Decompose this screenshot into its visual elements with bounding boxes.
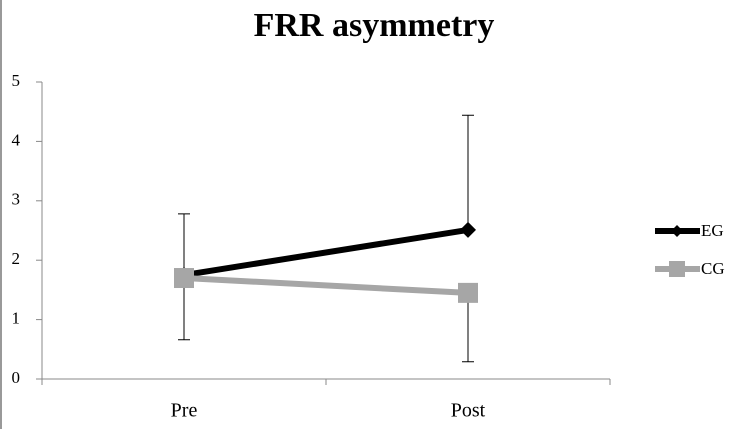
legend-label: EG	[701, 221, 724, 240]
error-bar	[462, 114, 474, 230]
marker	[671, 225, 683, 237]
marker	[460, 221, 476, 238]
y-tick-label: 0	[12, 368, 21, 387]
y-tick-label: 1	[12, 309, 21, 328]
y-tick-label: 2	[12, 249, 21, 268]
error-bar	[178, 213, 190, 276]
marker	[669, 261, 685, 277]
legend-label: CG	[701, 259, 725, 278]
y-tick-label: 4	[12, 130, 21, 149]
marker	[458, 282, 478, 303]
error-bar	[178, 278, 190, 341]
y-tick-label: 5	[12, 71, 21, 90]
error-bar	[462, 292, 474, 363]
x-tick-label: Pre	[171, 400, 198, 422]
marker	[174, 268, 194, 289]
y-tick-label: 3	[12, 190, 21, 209]
x-tick-label: Post	[451, 400, 486, 422]
chart-title: FRR asymmetry	[254, 7, 495, 44]
series-line	[183, 226, 469, 279]
series-line	[183, 275, 469, 296]
